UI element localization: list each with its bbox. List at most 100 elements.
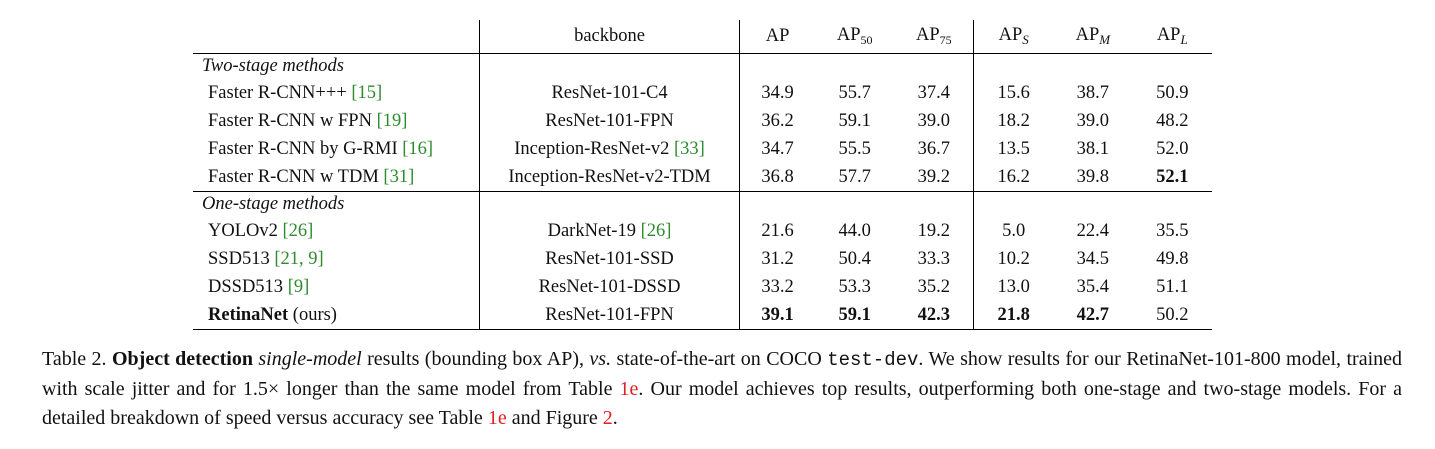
- ap75-cell: 19.2: [917, 220, 951, 241]
- ap75-cell: 35.2: [917, 276, 951, 297]
- apl-cell: 35.5: [1156, 220, 1189, 241]
- ap75-cell: 36.7: [917, 138, 951, 159]
- apl-cell: 48.2: [1156, 110, 1189, 131]
- ap50-cell: 55.7: [838, 82, 871, 103]
- ap75-cell: 37.4: [917, 82, 951, 103]
- backbone-cell: ResNet-101-SSD: [478, 245, 740, 273]
- apl-cell: 51.1: [1156, 276, 1189, 297]
- apm-cell: 38.7: [1076, 82, 1110, 103]
- caption-ref-link[interactable]: 1e: [619, 378, 639, 400]
- method-cell: RetinaNet (ours): [208, 304, 337, 325]
- table-row: SSD513 [21, 9] ResNet-101-SSD 31.2 50.4 …: [193, 245, 1212, 273]
- apl-cell: 50.2: [1156, 304, 1189, 325]
- aps-cell: 21.8: [973, 301, 1054, 330]
- header-method: [193, 20, 479, 54]
- ap-cell: 34.9: [739, 79, 816, 107]
- ap50-cell: 59.1: [838, 304, 871, 325]
- caption-italic-vs: vs.: [589, 348, 612, 370]
- aps-cell: 5.0: [973, 217, 1054, 245]
- backbone-cell: ResNet-101-FPN: [478, 301, 740, 330]
- table-row-retinanet: RetinaNet (ours) ResNet-101-FPN 39.1 59.…: [193, 301, 1212, 330]
- apl-cell: 52.1: [1156, 166, 1189, 187]
- caption-mono-split: test-dev: [827, 349, 919, 371]
- backbone-cell: Inception-ResNet-v2 [33]: [478, 135, 740, 163]
- caption-ref-link[interactable]: 2: [602, 407, 613, 429]
- apm-cell: 42.7: [1076, 304, 1110, 325]
- ap50-cell: 59.1: [838, 110, 871, 131]
- backbone-cell: DarkNet-19 [26]: [478, 217, 740, 245]
- backbone-cell: ResNet-101-DSSD: [478, 273, 740, 301]
- table-row: DSSD513 [9] ResNet-101-DSSD 33.2 53.3 35…: [193, 273, 1212, 301]
- method-cell: SSD513 [21, 9]: [208, 248, 324, 269]
- table-row: Faster R-CNN by G-RMI [16] Inception-Res…: [193, 135, 1212, 163]
- backbone-cell: Inception-ResNet-v2-TDM: [478, 163, 740, 192]
- caption-text: .: [612, 407, 618, 429]
- method-cell: YOLOv2 [26]: [208, 220, 314, 241]
- header-aps: APS: [973, 20, 1054, 54]
- caption-ref-link[interactable]: 1e: [487, 407, 507, 429]
- section-two-stage: Two-stage methods: [193, 53, 1212, 79]
- ap50-cell: 44.0: [838, 220, 871, 241]
- caption-text: results (bounding box AP),: [361, 348, 590, 370]
- caption-text: . We show results for our RetinaNet-101-…: [42, 348, 1403, 400]
- method-cell: Faster R-CNN w FPN [19]: [208, 110, 408, 131]
- ap75-cell: 39.0: [917, 110, 951, 131]
- method-cell: Faster R-CNN by G-RMI [16]: [208, 138, 434, 159]
- ap-cell: 36.8: [739, 163, 816, 192]
- apm-cell: 22.4: [1076, 220, 1110, 241]
- ap-cell: 21.6: [739, 217, 816, 245]
- header-backbone: backbone: [478, 20, 740, 54]
- method-cell: DSSD513 [9]: [208, 276, 310, 297]
- apl-cell: 50.9: [1156, 82, 1189, 103]
- apm-cell: 35.4: [1076, 276, 1110, 297]
- table-caption: Table 2. Object detection single-model r…: [42, 345, 1402, 433]
- ap75-cell: 33.3: [917, 248, 951, 269]
- table-row: Faster R-CNN w FPN [19] ResNet-101-FPN 3…: [193, 107, 1212, 135]
- ap50-cell: 57.7: [838, 166, 871, 187]
- section-label: Two-stage methods: [202, 56, 345, 76]
- ap-cell: 39.1: [739, 301, 816, 330]
- apm-cell: 39.8: [1076, 166, 1110, 187]
- backbone-cell: ResNet-101-C4: [478, 79, 740, 107]
- backbone-cell: ResNet-101-FPN: [478, 107, 740, 135]
- caption-text: state-of-the-art on COCO: [611, 348, 828, 370]
- header-ap: AP: [739, 20, 816, 54]
- ap50-cell: 50.4: [838, 248, 871, 269]
- ap75-cell: 42.3: [917, 304, 951, 325]
- ap75-cell: 39.2: [917, 166, 951, 187]
- ap50-cell: 55.5: [838, 138, 871, 159]
- header-apm: APM: [1075, 25, 1111, 47]
- table-header-row: backbone AP AP50 AP75 APS APM APL: [193, 20, 1212, 54]
- aps-cell: 15.6: [973, 79, 1054, 107]
- ap-cell: 31.2: [739, 245, 816, 273]
- method-cell: Faster R-CNN w TDM [31]: [208, 166, 415, 187]
- apm-cell: 34.5: [1076, 248, 1110, 269]
- apm-cell: 38.1: [1076, 138, 1110, 159]
- aps-cell: 18.2: [973, 107, 1054, 135]
- caption-italic-phrase: single-model: [258, 348, 362, 370]
- section-label: One-stage methods: [202, 194, 345, 214]
- ap-cell: 34.7: [739, 135, 816, 163]
- ap50-cell: 53.3: [838, 276, 871, 297]
- caption-text: . Our model achieves top results, outper…: [42, 378, 1402, 429]
- aps-cell: 13.0: [973, 273, 1054, 301]
- aps-cell: 16.2: [973, 163, 1054, 192]
- aps-cell: 13.5: [973, 135, 1054, 163]
- section-one-stage: One-stage methods: [193, 191, 1212, 217]
- table-row: Faster R-CNN+++ [15] ResNet-101-C4 34.9 …: [193, 79, 1212, 107]
- caption-bold-phrase: Object detection: [112, 348, 253, 370]
- results-table: backbone AP AP50 AP75 APS APM APL Two-st…: [193, 20, 1212, 330]
- header-ap75: AP75: [916, 25, 952, 47]
- header-ap50: AP50: [836, 25, 873, 47]
- aps-cell: 10.2: [973, 245, 1054, 273]
- table-row: Faster R-CNN w TDM [31] Inception-ResNet…: [193, 163, 1212, 192]
- header-apl: APL: [1156, 25, 1188, 47]
- ap-cell: 36.2: [739, 107, 816, 135]
- caption-text: and Figure: [506, 407, 603, 429]
- apm-cell: 39.0: [1076, 110, 1110, 131]
- method-cell: Faster R-CNN+++ [15]: [208, 82, 383, 103]
- table-row: YOLOv2 [26] DarkNet-19 [26] 21.6 44.0 19…: [193, 217, 1212, 245]
- caption-label: Table 2.: [42, 348, 112, 370]
- apl-cell: 52.0: [1156, 138, 1189, 159]
- ap-cell: 33.2: [739, 273, 816, 301]
